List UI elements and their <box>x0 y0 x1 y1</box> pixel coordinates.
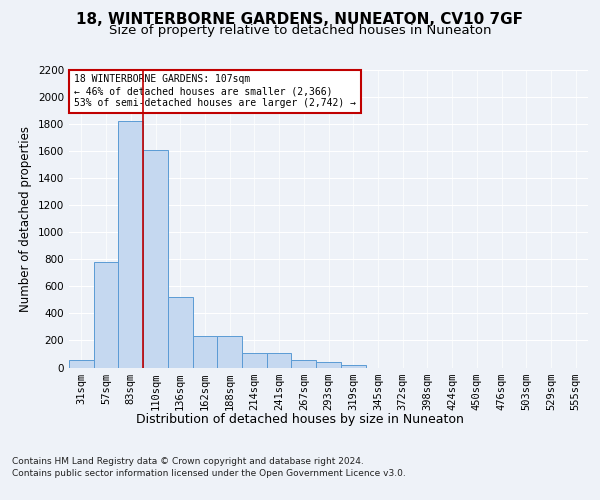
Text: 18, WINTERBORNE GARDENS, NUNEATON, CV10 7GF: 18, WINTERBORNE GARDENS, NUNEATON, CV10 … <box>77 12 523 28</box>
Y-axis label: Number of detached properties: Number of detached properties <box>19 126 32 312</box>
Bar <box>217 336 242 368</box>
Bar <box>292 360 316 368</box>
Bar <box>143 150 168 368</box>
Bar <box>69 360 94 368</box>
Text: Size of property relative to detached houses in Nuneaton: Size of property relative to detached ho… <box>109 24 491 37</box>
Text: Contains HM Land Registry data © Crown copyright and database right 2024.: Contains HM Land Registry data © Crown c… <box>12 458 364 466</box>
Text: Contains public sector information licensed under the Open Government Licence v3: Contains public sector information licen… <box>12 469 406 478</box>
Bar <box>193 336 217 368</box>
Bar <box>118 122 143 368</box>
Text: Distribution of detached houses by size in Nuneaton: Distribution of detached houses by size … <box>136 412 464 426</box>
Bar <box>316 362 341 368</box>
Bar <box>267 354 292 368</box>
Bar <box>242 354 267 368</box>
Bar <box>168 296 193 368</box>
Text: 18 WINTERBORNE GARDENS: 107sqm
← 46% of detached houses are smaller (2,366)
53% : 18 WINTERBORNE GARDENS: 107sqm ← 46% of … <box>74 74 356 108</box>
Bar <box>94 262 118 368</box>
Bar <box>341 365 365 368</box>
